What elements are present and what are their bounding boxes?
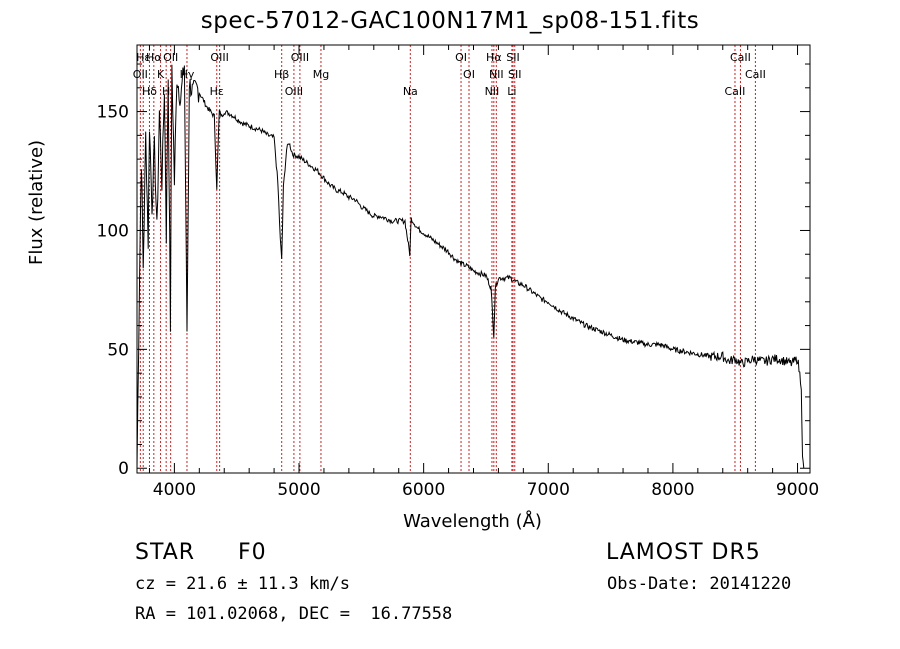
spectral-line-label: OI (455, 51, 467, 64)
spectral-line-label: SII (506, 51, 519, 64)
observation-date: Obs-Date: 20141220 (607, 574, 792, 594)
spectral-line-label: CaII (725, 85, 746, 98)
spectral-line-label: OII (133, 68, 148, 81)
object-class: STAR (135, 540, 196, 565)
x-tick-label: 5000 (277, 480, 320, 500)
spectral-line-label: Na (403, 85, 418, 98)
spectrum-series (136, 64, 805, 469)
x-axis-label: Wavelength (Å) (403, 511, 542, 532)
spectral-line-label: Hα (486, 51, 502, 64)
spectral-line-markers (139, 45, 756, 473)
plot-frame (136, 44, 811, 474)
y-tick-label: 100 (97, 221, 129, 241)
spectral-line-label: Hε (210, 85, 224, 98)
spectral-line-label: SII (508, 68, 521, 81)
x-tick-label: 6000 (402, 480, 445, 500)
spectral-line-label: K (157, 68, 165, 81)
spectral-line-label: H (162, 85, 170, 98)
x-tick-label: 7000 (527, 480, 570, 500)
redshift-velocity: cz = 21.6 ± 11.3 km/s (135, 574, 350, 594)
coordinates: RA = 101.02068, DEC = 16.77558 (135, 604, 453, 624)
object-subclass: F0 (238, 540, 267, 565)
spectral-line-label: Hβ (274, 68, 289, 81)
spectral-line-labels: HεOIIHδHαKHOIIHγHεOIIIHβOIIIOIIIMgNaOIOI… (133, 51, 766, 98)
spectral-line-label: Hε (136, 51, 150, 64)
x-tick-label: 4000 (153, 480, 196, 500)
spectral-line-label: Hα (146, 51, 162, 64)
x-axis-ticks: 4000 5000 6000 7000 8000 9000 (148, 45, 819, 500)
spectral-line-label: OIII (285, 85, 303, 98)
spectral-line-label: OII (163, 51, 178, 64)
spectral-line-label: NII (489, 68, 504, 81)
spectral-line-label: CaII (730, 51, 751, 64)
x-tick-label: 9000 (776, 480, 819, 500)
spectral-line-label: NII (485, 85, 500, 98)
survey-label: LAMOST DR5 (606, 540, 761, 565)
spectral-line-label: CaII (745, 68, 766, 81)
chart-title: spec-57012-GAC100N17M1_sp08-151.fits (200, 8, 700, 34)
y-axis-ticks: 0 50 100 150 (97, 63, 810, 479)
spectral-line-label: Mg (313, 68, 329, 81)
x-tick-label: 8000 (651, 480, 694, 500)
y-axis-label: Flux (relative) (26, 139, 47, 265)
spectral-line-label: OIII (210, 51, 228, 64)
spectral-line-label: Li (507, 85, 516, 98)
spectral-line-label: Hδ (142, 85, 157, 98)
spectral-line-label: OI (463, 68, 475, 81)
y-tick-label: 50 (107, 340, 129, 360)
y-tick-label: 0 (118, 459, 129, 479)
spectral-line-label: OIII (291, 51, 309, 64)
y-tick-label: 150 (97, 103, 129, 123)
spectrum-line (136, 64, 805, 469)
